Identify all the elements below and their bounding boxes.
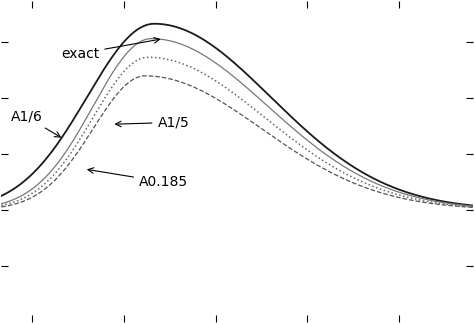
Text: A1/5: A1/5	[116, 115, 189, 130]
Text: A0.185: A0.185	[88, 168, 188, 189]
Text: A1/6: A1/6	[10, 110, 60, 137]
Text: exact: exact	[61, 37, 160, 60]
